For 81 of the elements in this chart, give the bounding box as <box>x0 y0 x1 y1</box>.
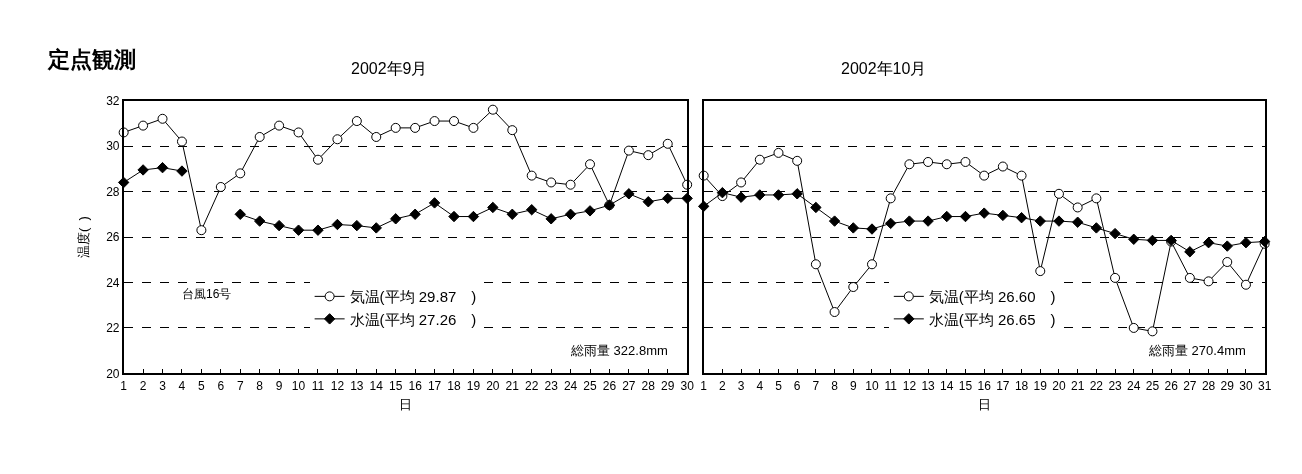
x-tick-label: 10 <box>291 378 306 393</box>
x-tick-label: 21 <box>1070 378 1085 393</box>
x-tick-label: 28 <box>641 378 656 393</box>
x-tick-label: 3 <box>737 378 745 393</box>
x-tick-label: 10 <box>865 378 879 393</box>
x-tick-label: 13 <box>350 378 364 393</box>
x-tick-label: 14 <box>940 378 954 393</box>
x-tick-label: 11 <box>311 378 325 393</box>
x-tick-label: 22 <box>525 378 539 393</box>
y-tick-label: 26 <box>106 230 120 245</box>
x-tick-label: 7 <box>812 378 820 393</box>
x-tick-label: 18 <box>447 378 461 393</box>
x-tick-label: 16 <box>977 378 992 393</box>
y-tick-label: 24 <box>106 275 120 290</box>
x-tick-label: 19 <box>1033 378 1048 393</box>
x-tick-label: 16 <box>408 378 423 393</box>
x-tick-label: 2 <box>139 378 147 393</box>
x-tick-label: 29 <box>661 378 675 393</box>
x-tick-label: 23 <box>1108 378 1123 393</box>
y-axis-title: 温度( ) <box>75 216 91 258</box>
x-tick-label: 11 <box>884 378 898 393</box>
x-axis-title: 日 <box>977 396 991 412</box>
x-tick-label: 4 <box>756 378 764 393</box>
x-tick-label: 18 <box>1014 378 1029 393</box>
x-tick-label: 1 <box>700 378 708 393</box>
chart-title: 2002年9月 <box>351 60 428 77</box>
x-tick-label: 27 <box>622 378 636 393</box>
x-tick-label: 3 <box>159 378 167 393</box>
x-tick-label: 28 <box>1201 378 1216 393</box>
x-tick-label: 29 <box>1220 378 1235 393</box>
x-tick-label: 6 <box>217 378 225 393</box>
x-tick-label: 24 <box>1127 378 1141 393</box>
x-tick-label: 4 <box>178 378 186 393</box>
x-tick-label: 26 <box>1164 378 1179 393</box>
y-tick-label: 32 <box>106 93 120 108</box>
x-tick-label: 17 <box>996 378 1010 393</box>
annotation: 総雨量 270.4mm <box>1148 343 1246 358</box>
x-tick-label: 1 <box>120 378 128 393</box>
x-tick-label: 12 <box>902 378 917 393</box>
legend-label: 水温(平均 26.65 ) <box>928 310 1056 328</box>
x-tick-label: 6 <box>793 378 801 393</box>
x-tick-label: 9 <box>849 378 857 393</box>
y-tick-label: 30 <box>106 139 120 154</box>
x-tick-label: 22 <box>1089 378 1104 393</box>
x-tick-label: 24 <box>563 378 578 393</box>
x-tick-label: 31 <box>1257 378 1272 393</box>
x-tick-label: 19 <box>466 378 481 393</box>
y-tick-label: 20 <box>106 366 120 381</box>
y-tick-label: 28 <box>106 184 120 199</box>
annotation: 総雨量 322.8mm <box>570 343 668 358</box>
x-tick-label: 20 <box>486 378 500 393</box>
x-tick-label: 27 <box>1183 378 1197 393</box>
x-tick-label: 17 <box>427 378 442 393</box>
chart-title: 2002年10月 <box>841 60 927 77</box>
x-tick-label: 5 <box>775 378 783 393</box>
x-tick-label: 21 <box>505 378 520 393</box>
x-tick-label: 2 <box>719 378 727 393</box>
x-tick-label: 13 <box>921 378 936 393</box>
x-tick-label: 12 <box>330 378 345 393</box>
annotation: 台風16号 <box>182 287 232 301</box>
x-tick-label: 8 <box>831 378 839 393</box>
x-tick-label: 5 <box>198 378 206 393</box>
y-tick-label: 22 <box>106 321 120 336</box>
x-tick-label: 26 <box>602 378 617 393</box>
legend-label: 水温(平均 27.26 ) <box>349 310 477 328</box>
text: 定点観測 <box>47 47 136 72</box>
x-tick-label: 8 <box>256 378 264 393</box>
x-tick-label: 30 <box>680 378 695 393</box>
x-tick-label: 15 <box>389 378 403 393</box>
legend-label: 気温(平均 29.87 ) <box>349 288 477 306</box>
x-tick-label: 15 <box>958 378 973 393</box>
x-tick-label: 23 <box>544 378 559 393</box>
x-tick-label: 7 <box>236 378 244 393</box>
x-axis-title: 日 <box>398 396 412 412</box>
x-tick-label: 30 <box>1239 378 1253 393</box>
x-tick-label: 25 <box>583 378 597 393</box>
x-tick-label: 25 <box>1145 378 1160 393</box>
x-tick-label: 20 <box>1052 378 1066 393</box>
x-tick-label: 9 <box>275 378 283 393</box>
legend-label: 気温(平均 26.60 ) <box>928 288 1056 306</box>
x-tick-label: 14 <box>369 378 384 393</box>
